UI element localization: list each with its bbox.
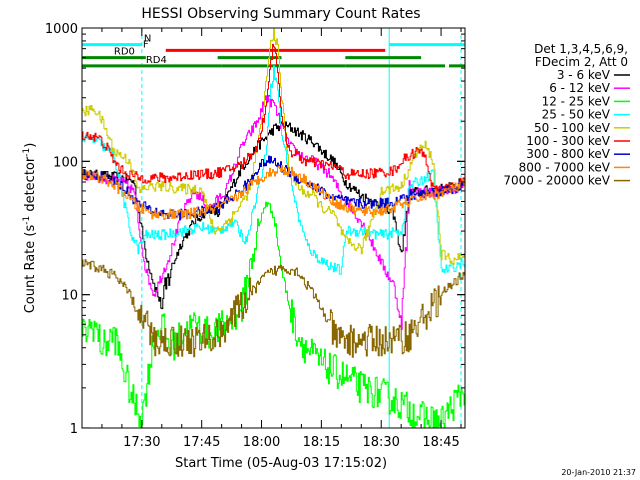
x-tick-label-2: 18:00	[243, 435, 280, 450]
y-tick-label-0: 1	[70, 422, 78, 437]
legend-label-4: 50 - 100 keV	[534, 121, 611, 135]
x-tick-label-5: 18:45	[422, 435, 459, 450]
y-tick-label-2: 100	[53, 155, 78, 170]
series-line-8	[82, 259, 466, 358]
x-tick-label-3: 18:15	[303, 435, 340, 450]
flag-label-N: N	[144, 34, 151, 45]
x-tick-label-1: 17:45	[183, 435, 220, 450]
legend-label-5: 100 - 300 keV	[526, 134, 610, 148]
x-axis-label: Start Time (05-Aug-03 17:15:02)	[175, 456, 387, 471]
legend-label-1: 6 - 12 keV	[549, 81, 611, 95]
series-line-2	[82, 201, 466, 429]
x-tick-label-4: 18:30	[362, 435, 399, 450]
legend-label-0: 3 - 6 keV	[557, 68, 611, 82]
series-line-5	[82, 43, 466, 196]
series-line-7	[82, 165, 466, 220]
y-tick-labels: 1 10 100 1000	[45, 22, 78, 437]
y-axis-label-end: )	[23, 143, 38, 148]
legend-header-2: FDecim 2, Att 0	[535, 55, 628, 69]
x-tick-label-0: 17:30	[123, 435, 160, 450]
y-axis-label-mid: detector	[23, 156, 38, 216]
chart-title: HESSI Observing Summary Count Rates	[141, 6, 420, 22]
axes	[81, 27, 466, 429]
series-line-0	[82, 121, 466, 310]
flag-label-RD4: RD4	[146, 55, 167, 66]
legend-label-8: 7000 - 20000 keV	[503, 174, 610, 188]
x-tick-labels: 17:30 17:45 18:00 18:15 18:30 18:45	[123, 435, 460, 450]
series-line-4	[82, 28, 466, 266]
legend-label-3: 25 - 50 keV	[542, 108, 611, 122]
y-axis-label: Count Rate (s-1 detector-1)	[22, 143, 38, 314]
series-line-3	[82, 65, 466, 275]
series-lines	[82, 28, 466, 429]
flag-label-F: F	[143, 39, 149, 50]
flag-label-RD0: RD0	[114, 47, 135, 58]
footer-stamp: 20-Jan-2010 21:37	[561, 468, 636, 477]
legend-label-7: 800 - 7000 keV	[519, 160, 611, 174]
legend: Det 1,3,4,5,6,9, FDecim 2, Att 0 3 - 6 k…	[503, 42, 630, 188]
y-axis-label-sup2: -1	[22, 148, 32, 157]
y-tick-label-1: 10	[61, 289, 78, 304]
plot-area	[141, 28, 462, 428]
y-tick-label-3: 1000	[45, 22, 78, 37]
plot-frame	[81, 27, 466, 429]
y-axis-label-sup1: -1	[22, 216, 32, 225]
legend-header-1: Det 1,3,4,5,6,9,	[534, 42, 628, 56]
y-axis-label-main: Count Rate (s	[23, 225, 38, 314]
legend-label-6: 300 - 800 keV	[526, 147, 610, 161]
legend-label-2: 12 - 25 keV	[542, 94, 611, 108]
